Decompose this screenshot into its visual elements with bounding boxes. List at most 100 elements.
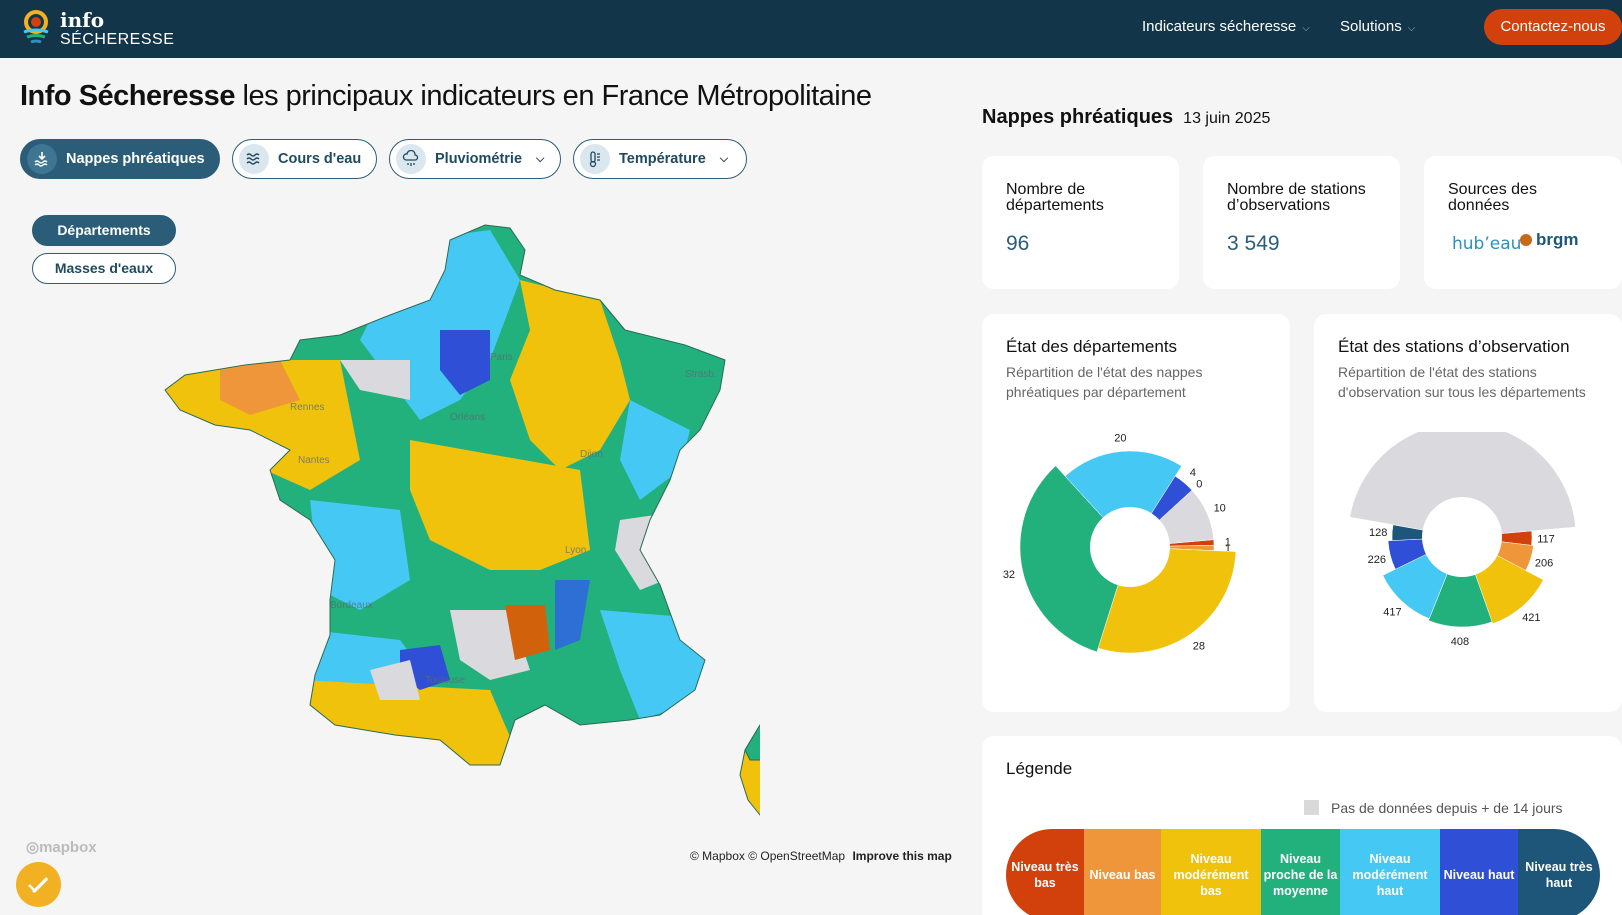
pie-data-label: 0 [1196,478,1202,490]
france-outline [164,224,726,766]
pie-data-label: 206 [1535,558,1553,570]
pie-data-label: 408 [1451,636,1469,648]
dept-zone-mod-low[interactable] [410,440,590,570]
dept-pie-chart[interactable]: 11 28 32 20 40 10 [982,419,1290,699]
map-city-label: Paris [490,352,513,363]
pie-data-label: 417 [1383,607,1401,619]
pie-data-label: 32 [1003,569,1015,581]
nav-solutions[interactable]: Solutions ⌵ [1340,18,1415,35]
dept-zone-low[interactable] [220,360,300,415]
logo-word-info: info [60,8,105,32]
dept-state-card: État des départements Répartition de l'é… [982,314,1290,712]
map-attribution: © Mapbox © OpenStreetMap Improve this ma… [690,849,952,863]
dept-zone-very-low[interactable] [505,605,550,660]
stat-label-line: Nombre de [1006,181,1086,198]
sun-drop-logo-icon [23,10,49,44]
page-title-bold: Info Sécheresse [20,80,235,112]
legend-nodata-text: Pas de données depuis + de 14 jours [1331,800,1563,816]
stat-label-line: données [1448,197,1510,214]
map-city-label: Bordeaux [330,600,373,611]
station-state-card: État des stations d’observation Répartit… [1314,314,1622,712]
contact-button[interactable]: Contactez-nous [1484,9,1622,45]
dept-zone-high[interactable] [555,580,590,650]
dept-zone-nodata[interactable] [340,360,410,400]
dept-zone-nodata[interactable] [370,660,420,700]
stat-label-line: Sources des [1448,181,1537,198]
brgm-logo[interactable]: brgm [1520,230,1579,250]
map-city-label: Strasb. [685,369,717,380]
improve-map-link[interactable]: Improve this map [852,849,952,863]
nav-label: Indicateurs sécheresse [1142,18,1297,35]
dept-zone-mod-low[interactable] [300,680,520,780]
station-pie-chart[interactable]: 1172064214084172261281626 [1314,432,1622,702]
groundwater-icon [27,144,57,174]
legend-scale: Niveau très bas Niveau bas Niveau modéréme… [1006,829,1600,915]
stat-value: 96 [1006,232,1030,255]
stat-card-departements: Nombre de départements 96 [982,156,1179,289]
pie-data-label: 421 [1522,612,1540,624]
chevron-down-icon: ⌵ [719,152,729,165]
departements-toggle[interactable]: Départements [32,215,176,246]
map-city-label: Toulouse [425,675,465,686]
nav-indicateurs-secheresse[interactable]: Indicateurs sécheresse ⌵ [1142,18,1310,35]
map-city-label: Dijon [580,449,603,460]
station-chart-subtitle: Répartition de l'état des stations d'obs… [1338,364,1586,400]
pie-slice[interactable] [1019,465,1131,653]
mapbox-logo-icon: ◎ [26,839,40,856]
pie-data-label: 20 [1114,432,1126,444]
dept-zone-high[interactable] [440,330,490,395]
corsica-north[interactable] [744,720,760,761]
panel-title: Nappes phréatiques 13 juin 2025 [982,106,1270,129]
legend-card: Légende Pas de données depuis + de 14 jo… [982,736,1622,915]
hubeau-logo[interactable]: hub’eau [1452,234,1522,254]
legend-nodata: Pas de données depuis + de 14 jours [1304,800,1563,816]
dept-zone-mod-high[interactable] [310,500,410,610]
stat-value: 3 549 [1227,232,1280,255]
indicator-groundwater-button[interactable]: Nappes phréatiques [20,139,220,179]
rain-cloud-icon [396,144,426,174]
pie-slice[interactable] [1064,450,1182,548]
pie-data-label: 4 [1190,467,1196,479]
nodata-swatch [1304,800,1319,815]
legend-level: Niveau modérément bas [1161,829,1261,915]
dept-zone-mod-low[interactable] [160,360,360,490]
france-map[interactable]: Paris Rennes Orléans Strasb. Nantes Dijo… [160,220,760,850]
stat-label-line: départements [1006,197,1104,214]
indicator-label: Nappes phréatiques [66,151,205,167]
quick-action-button[interactable] [16,862,61,907]
chevron-down-icon: ⌵ [1407,23,1416,34]
masses-eaux-toggle[interactable]: Masses d'eaux [32,253,176,284]
waves-icon [239,144,269,174]
pie-data-label: 226 [1368,554,1386,566]
indicator-label: Cours d'eau [278,151,362,167]
legend-level: Niveau proche de la moyenne [1261,829,1340,915]
dept-zone-mod-low[interactable] [510,280,630,470]
page-title: Info Sécheresse les principaux indicateu… [20,80,872,113]
logo-word-secheresse: SÉCHERESSE [60,31,175,48]
pie-slice[interactable] [1428,536,1493,628]
pie-data-label: 128 [1369,527,1387,539]
indicator-rivers-button[interactable]: Cours d'eau [232,139,377,179]
chevron-down-icon: ⌵ [1302,23,1310,34]
thermometer-icon [580,144,610,174]
station-chart-title: État des stations d’observation [1338,337,1570,356]
mapbox-logo[interactable]: ◎mapbox [26,838,97,856]
info-secheresse-logo[interactable]: info SÉCHERESSE [22,8,182,50]
attribution-text[interactable]: © Mapbox © OpenStreetMap [690,849,846,863]
dept-chart-subtitle: Répartition de l'état des nappes phréati… [1006,364,1203,400]
stat-card-stations: Nombre de stations d’observations 3 549 [1203,156,1400,289]
indicator-label: Température [619,151,706,167]
map-city-label: Nantes [298,455,330,466]
map-city-label: Orléans [450,412,485,423]
map-city-label: Rennes [290,402,324,413]
pie-data-label: 1 [1225,537,1231,549]
legend-level: Niveau très haut [1518,829,1600,915]
stat-label: Sources des données [1448,182,1537,214]
pie-data-label: 117 [1537,533,1555,545]
indicator-rainfall-dropdown[interactable]: Pluviométrie ⌵ [389,139,561,179]
panel-date: 13 juin 2025 [1183,110,1271,127]
page-title-rest: les principaux indicateurs en France Mét… [242,80,872,112]
indicator-temperature-dropdown[interactable]: Température ⌵ [573,139,747,179]
stat-label-line: d’observations [1227,197,1331,214]
pie-slice[interactable] [1349,432,1576,538]
